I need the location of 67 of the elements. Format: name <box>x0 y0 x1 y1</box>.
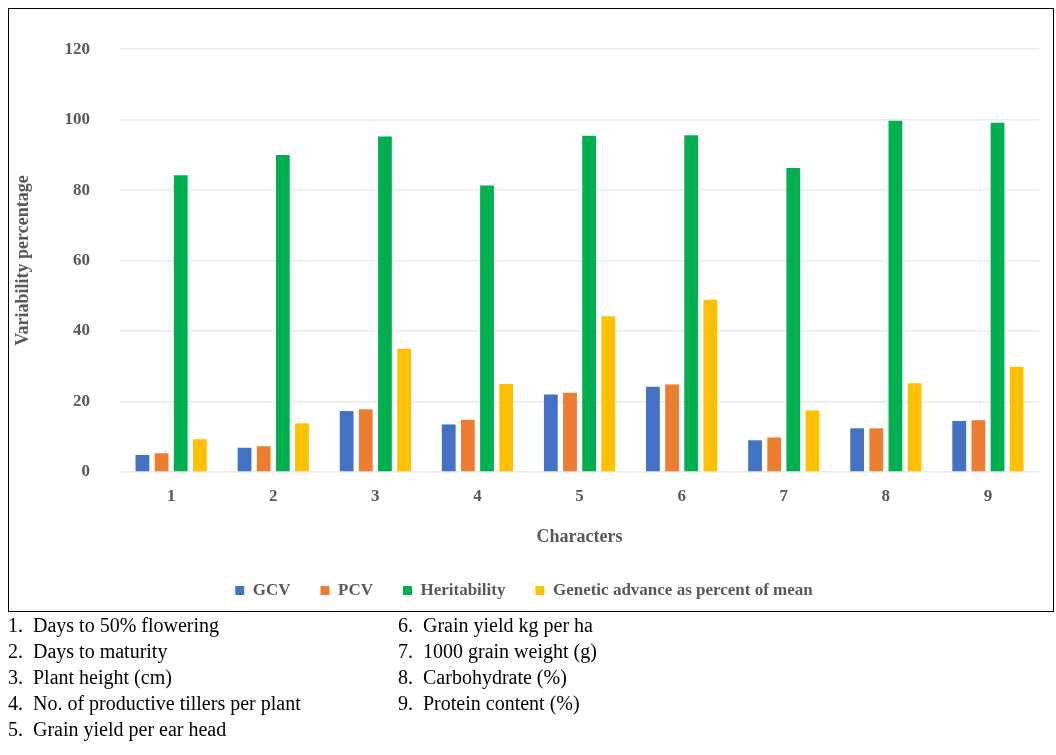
y-tick-label: 80 <box>73 179 91 199</box>
x-tick-label: 2 <box>269 485 278 505</box>
bar <box>1009 366 1024 472</box>
y-tick-label: 100 <box>64 109 91 129</box>
text: 1. Days to 50% flowering <box>8 613 221 638</box>
bar <box>192 439 207 472</box>
bar <box>441 424 456 472</box>
bar <box>888 120 903 472</box>
y-axis-title: Variability percentage <box>12 175 33 346</box>
legend-label: Heritability <box>420 579 506 599</box>
bar <box>135 455 150 472</box>
text: 7. 1000 grain weight (g) <box>398 639 598 664</box>
bar <box>907 383 922 472</box>
x-tick-label: 6 <box>677 485 686 505</box>
bar <box>805 410 820 472</box>
bar <box>460 419 475 472</box>
x-tick-label: 5 <box>575 485 584 505</box>
bar <box>237 447 252 472</box>
text: 2. Days to maturity <box>8 639 169 664</box>
bar <box>786 167 801 472</box>
x-tick-label: 8 <box>881 485 891 505</box>
bar <box>543 394 558 472</box>
bar <box>952 420 967 472</box>
y-tick-label: 40 <box>73 320 91 340</box>
bar <box>684 135 699 472</box>
bar <box>275 154 290 472</box>
bar <box>480 185 494 472</box>
bar <box>869 428 884 472</box>
x-tick-label: 3 <box>371 485 380 505</box>
x-tick-label: 1 <box>166 485 176 505</box>
bar <box>563 392 577 472</box>
y-tick-label: 60 <box>73 249 91 269</box>
x-tick-label: 4 <box>473 485 483 505</box>
legend-label: Genetic advance as percent of mean <box>552 579 814 599</box>
text: 9. Protein content (%) <box>398 691 581 716</box>
bar <box>850 428 865 472</box>
bar <box>154 453 169 472</box>
bar <box>748 440 762 472</box>
text: 5. Grain yield per ear head <box>8 717 228 742</box>
y-tick-label: 120 <box>64 38 91 58</box>
bar <box>582 135 597 472</box>
bar <box>703 299 718 472</box>
text: 6. Grain yield kg per ha <box>398 613 594 638</box>
text: 8. Carbohydrate (%) <box>398 665 568 690</box>
bar <box>646 386 660 472</box>
bar <box>339 411 354 472</box>
bar <box>295 423 309 472</box>
x-axis-title: Characters <box>536 525 623 546</box>
bar <box>971 420 986 472</box>
bar <box>990 122 1005 472</box>
bar <box>665 384 679 472</box>
x-tick-label: 7 <box>779 485 789 505</box>
text: 3. Plant height (cm) <box>8 665 173 690</box>
bar <box>358 409 373 472</box>
bar <box>499 383 514 472</box>
bar <box>397 348 411 472</box>
bar <box>256 446 271 472</box>
bar <box>767 437 782 472</box>
y-tick-label: 20 <box>73 390 91 410</box>
legend-label: GCV <box>252 579 292 599</box>
bar <box>173 175 188 472</box>
y-tick-label: 0 <box>81 461 91 481</box>
text: 4. No. of productive tillers per plant <box>8 691 302 716</box>
legend-label: PCV <box>338 579 374 599</box>
x-tick-label: 9 <box>983 485 993 505</box>
bar <box>378 136 392 472</box>
bar <box>601 316 616 472</box>
